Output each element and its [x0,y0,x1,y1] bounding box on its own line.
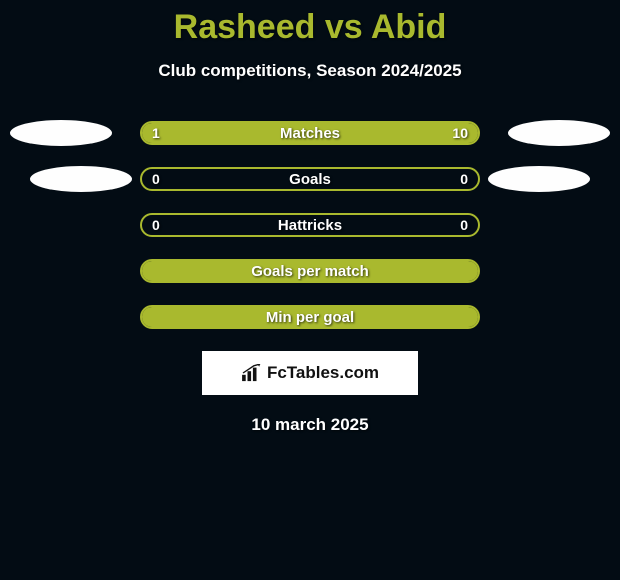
stat-label: Goals per match [142,263,478,280]
stat-bar: Goals per match [140,259,480,283]
player-ellipse-left [10,120,112,146]
stat-bar: Min per goal [140,305,480,329]
stat-rows: 110Matches 00Goals 00Hattricks Goals per ma… [0,121,620,329]
stat-bar: 110Matches [140,121,480,145]
stat-bar: 00Goals [140,167,480,191]
subtitle: Club competitions, Season 2024/2025 [0,61,620,81]
player-ellipse-right [488,166,590,192]
page-title: Rasheed vs Abid [0,0,620,47]
stat-row: 00Goals [0,167,620,191]
player-ellipse-right [508,120,610,146]
date-label: 10 march 2025 [0,415,620,435]
stat-row: Min per goal [0,305,620,329]
brand-text: FcTables.com [267,363,379,383]
player-ellipse-left [30,166,132,192]
stat-label: Matches [142,125,478,142]
stat-bar: 00Hattricks [140,213,480,237]
stat-label: Min per goal [142,309,478,326]
stat-row: 00Hattricks [0,213,620,237]
stat-label: Hattricks [142,217,478,234]
stat-row: Goals per match [0,259,620,283]
stat-label: Goals [142,171,478,188]
brand-chart-icon [241,364,263,382]
stat-row: 110Matches [0,121,620,145]
brand-box: FcTables.com [202,351,418,395]
